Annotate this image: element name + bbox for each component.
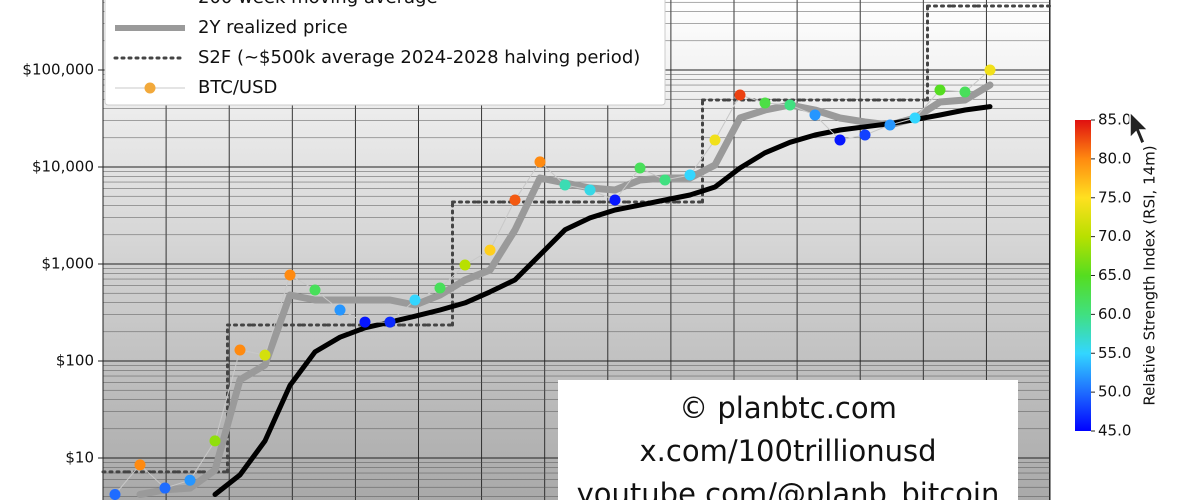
- btc-point: [134, 459, 146, 471]
- btc-point: [209, 435, 221, 447]
- btc-point: [634, 162, 646, 174]
- btc-point: [184, 474, 196, 486]
- colorbar: [1075, 120, 1091, 431]
- y-tick-label: $100,000: [22, 61, 94, 79]
- btc-point: [959, 86, 971, 98]
- series-line: [212, 104, 993, 497]
- colorbar-tick-label: 45.0: [1098, 422, 1131, 440]
- btc-point: [809, 109, 821, 121]
- btc-point: [259, 349, 271, 361]
- y-tick-label: $10: [65, 449, 94, 467]
- btc-point: [934, 84, 946, 96]
- colorbar-tick-label: 55.0: [1098, 344, 1131, 362]
- colorbar-tick-label: 60.0: [1098, 305, 1131, 323]
- btc-point: [284, 269, 296, 281]
- legend-label: S2F (~$500k average 2024-2028 halving pe…: [198, 47, 640, 68]
- btc-point: [709, 134, 721, 146]
- btc-point: [159, 482, 171, 494]
- btc-point: [109, 489, 121, 500]
- colorbar-label: Relative Strength Index (RSI, 14m): [1141, 145, 1159, 405]
- btc-point: [559, 179, 571, 191]
- watermark-text: youtube.com/@planb_bitcoin: [577, 477, 1000, 500]
- legend-label: 200 week moving average: [198, 0, 438, 8]
- btc-point: [459, 259, 471, 271]
- legend-label: BTC/USD: [198, 77, 277, 98]
- watermark-text: x.com/100trillionusd: [640, 434, 937, 468]
- btc-point: [609, 194, 621, 206]
- btc-point: [884, 119, 896, 131]
- btc-point: [309, 284, 321, 296]
- colorbar-tick-label: 50.0: [1098, 383, 1131, 401]
- btc-point: [659, 174, 671, 186]
- watermark-box: [558, 380, 1018, 500]
- btc-point: [734, 89, 746, 101]
- btc-point: [534, 156, 546, 168]
- btc-point: [359, 316, 371, 328]
- btc-point: [759, 97, 771, 109]
- y-tick-label: $10,000: [32, 158, 94, 176]
- colorbar-tick-label: 85.0: [1098, 111, 1131, 129]
- legend-label: 2Y realized price: [198, 17, 348, 38]
- btc-point: [484, 244, 496, 256]
- colorbar-tick-label: 80.0: [1098, 149, 1131, 167]
- btc-point: [509, 194, 521, 206]
- btc-point: [409, 294, 421, 306]
- btc-point: [684, 169, 696, 181]
- btc-point: [234, 344, 246, 356]
- colorbar-tick-label: 70.0: [1098, 227, 1131, 245]
- legend-box: [104, 0, 666, 106]
- colorbar-tick-label: 65.0: [1098, 266, 1131, 284]
- watermark-text: © planbtc.com: [679, 391, 897, 425]
- btc-point: [784, 99, 796, 111]
- btc-point: [859, 129, 871, 141]
- legend-swatch: [144, 82, 156, 94]
- y-tick-label: $1,000: [42, 255, 95, 273]
- btc-point: [434, 282, 446, 294]
- cursor: [1129, 110, 1150, 146]
- y-tick-label: $100: [56, 352, 94, 370]
- btc-point: [909, 112, 921, 124]
- btc-point: [984, 64, 996, 76]
- btc-point: [834, 134, 846, 146]
- btc-point: [584, 184, 596, 196]
- btc-point: [384, 316, 396, 328]
- colorbar-tick-label: 75.0: [1098, 188, 1131, 206]
- btc-point: [334, 304, 346, 316]
